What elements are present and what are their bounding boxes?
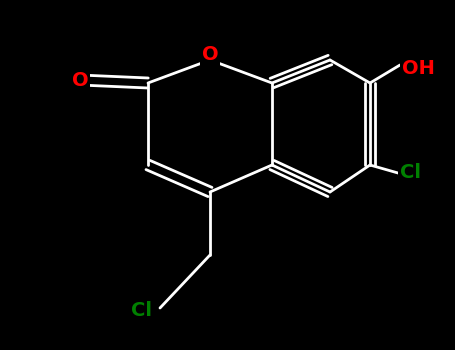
Text: Cl: Cl bbox=[400, 162, 421, 182]
Text: Cl: Cl bbox=[131, 301, 152, 320]
Text: O: O bbox=[72, 70, 88, 90]
Text: OH: OH bbox=[402, 58, 435, 77]
Text: O: O bbox=[202, 46, 218, 64]
